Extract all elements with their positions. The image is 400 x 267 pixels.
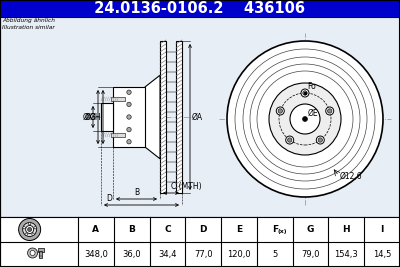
Circle shape	[127, 115, 131, 119]
Bar	[113, 87, 145, 147]
Circle shape	[28, 222, 31, 225]
Circle shape	[32, 233, 34, 235]
Circle shape	[227, 41, 383, 197]
Text: A: A	[92, 225, 99, 234]
Bar	[111, 133, 125, 137]
Text: ØH: ØH	[89, 112, 101, 121]
Bar	[0, 0, 400, 17]
Text: ØG: ØG	[84, 112, 96, 121]
Bar	[0, 17, 400, 217]
Circle shape	[286, 136, 294, 144]
Circle shape	[34, 226, 36, 229]
Text: ®: ®	[293, 104, 301, 113]
Text: D: D	[200, 225, 207, 234]
Text: Ate: Ate	[266, 84, 308, 104]
Circle shape	[328, 109, 332, 113]
Text: E: E	[236, 225, 242, 234]
Circle shape	[303, 91, 307, 95]
Text: 14,5: 14,5	[373, 250, 391, 259]
Circle shape	[127, 127, 131, 132]
Text: Abbildung ähnlich: Abbildung ähnlich	[2, 18, 55, 23]
Bar	[111, 97, 125, 101]
Circle shape	[127, 102, 131, 107]
Circle shape	[301, 89, 309, 97]
Circle shape	[326, 107, 334, 115]
Text: 36,0: 36,0	[122, 250, 141, 259]
Circle shape	[26, 226, 34, 234]
Circle shape	[23, 222, 37, 237]
Polygon shape	[145, 75, 160, 159]
Text: ØE: ØE	[308, 109, 319, 118]
Text: ØI: ØI	[83, 112, 91, 121]
Text: I: I	[380, 225, 384, 234]
Text: 79,0: 79,0	[301, 250, 320, 259]
Circle shape	[290, 104, 320, 134]
Circle shape	[316, 136, 324, 144]
Bar	[38, 248, 44, 252]
Bar	[176, 41, 182, 193]
Text: 24.0136-0106.2    436106: 24.0136-0106.2 436106	[84, 1, 316, 16]
Circle shape	[28, 227, 32, 231]
Bar	[0, 217, 400, 267]
Text: H: H	[342, 225, 350, 234]
Circle shape	[269, 83, 341, 155]
Text: G: G	[307, 225, 314, 234]
Circle shape	[127, 90, 131, 95]
Text: D: D	[106, 194, 112, 203]
Bar	[101, 103, 113, 131]
Circle shape	[127, 140, 131, 144]
Text: Fo: Fo	[307, 82, 316, 91]
Circle shape	[19, 218, 41, 241]
Bar	[160, 41, 166, 193]
Circle shape	[23, 226, 25, 229]
Bar	[39, 251, 42, 258]
Text: C (MTH): C (MTH)	[171, 182, 201, 191]
Circle shape	[25, 233, 28, 235]
Text: B: B	[128, 225, 135, 234]
Circle shape	[30, 250, 35, 256]
Text: B: B	[134, 188, 139, 197]
Circle shape	[278, 109, 282, 113]
Text: 120,0: 120,0	[227, 250, 251, 259]
Text: Illustration similar: Illustration similar	[2, 25, 55, 30]
Circle shape	[318, 138, 322, 142]
Text: ØA: ØA	[192, 112, 203, 121]
Text: 34,4: 34,4	[158, 250, 177, 259]
Text: 5: 5	[272, 250, 278, 259]
Text: 348,0: 348,0	[84, 250, 108, 259]
Text: C: C	[164, 225, 171, 234]
Circle shape	[288, 138, 292, 142]
Text: 77,0: 77,0	[194, 250, 212, 259]
Text: 154,3: 154,3	[334, 250, 358, 259]
Circle shape	[28, 248, 38, 258]
Text: F: F	[272, 225, 278, 234]
Text: Ø12,6: Ø12,6	[340, 172, 363, 182]
Text: (x): (x)	[278, 229, 287, 234]
Circle shape	[276, 107, 284, 115]
Circle shape	[302, 116, 308, 121]
